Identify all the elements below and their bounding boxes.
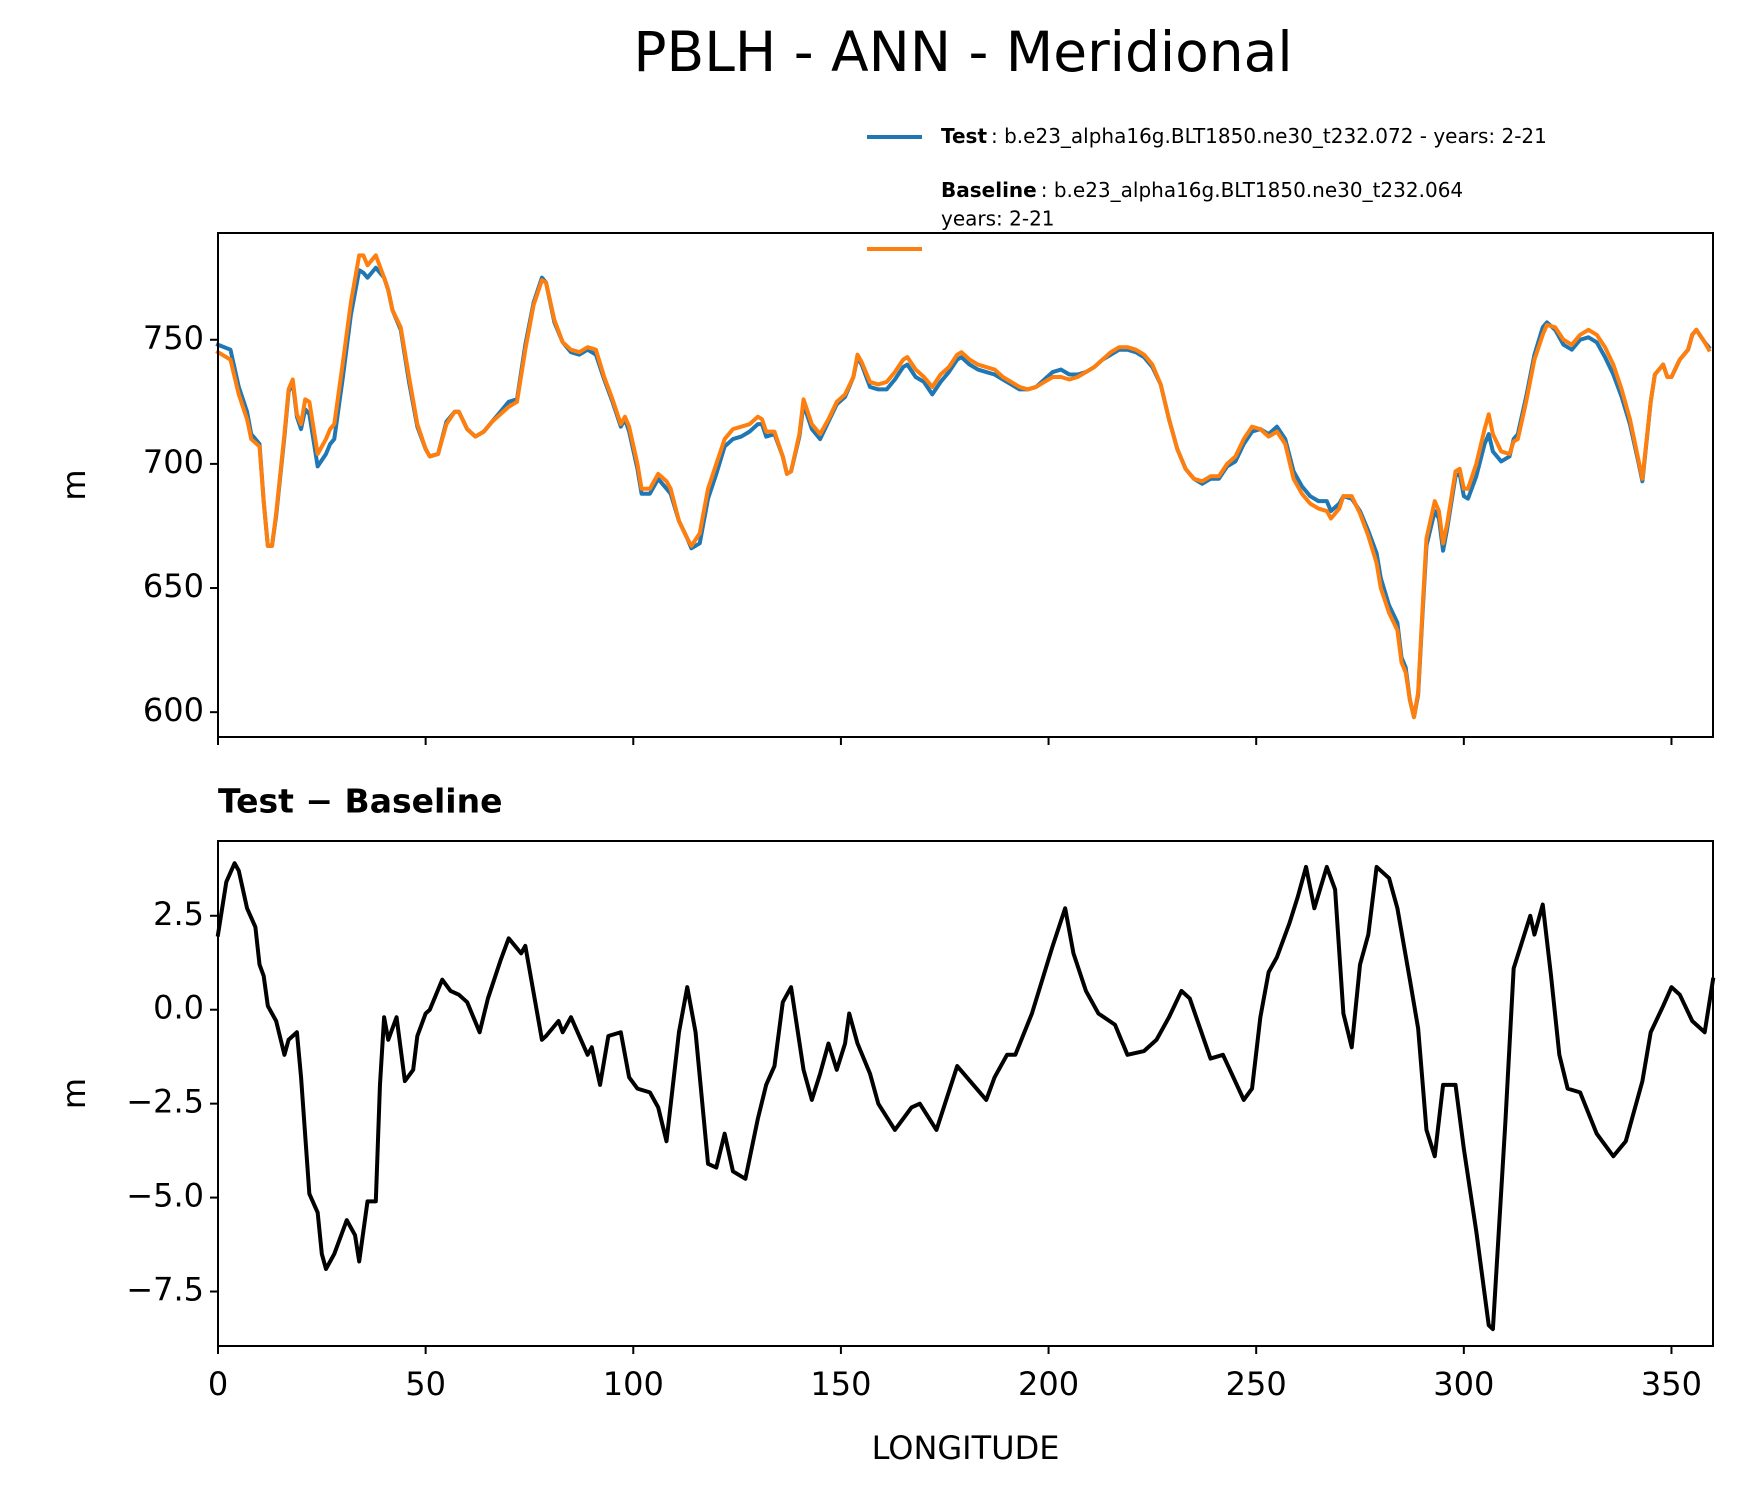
y-tick-label: 0.0 <box>153 989 204 1027</box>
y-tick-label: 750 <box>143 319 204 357</box>
y-tick-label: −5.0 <box>126 1177 204 1215</box>
chart-title: Test − Baseline <box>218 782 503 821</box>
chart-title: PBLH - ANN - Meridional <box>633 20 1292 84</box>
legend-label: Baseline: b.e23_alpha16g.BLT1850.ne30_t2… <box>941 178 1463 202</box>
x-tick-label: 100 <box>603 1365 664 1403</box>
y-axis-label: m <box>55 1078 93 1109</box>
x-tick-label: 200 <box>1018 1365 1079 1403</box>
legend-name: Test <box>941 124 987 148</box>
x-tick-label: 150 <box>810 1365 871 1403</box>
y-tick-label: −2.5 <box>126 1083 204 1121</box>
legend-label-line: years: 2-21 <box>941 207 1055 231</box>
x-tick-label: 50 <box>405 1365 446 1403</box>
data-line <box>215 253 1712 720</box>
y-tick-label: 650 <box>143 567 204 605</box>
y-tick-label: 2.5 <box>153 895 204 933</box>
y-tick-label: 600 <box>143 691 204 729</box>
legend: Test: b.e23_alpha16g.BLT1850.ne30_t232.0… <box>867 124 1547 251</box>
legend-description: : b.e23_alpha16g.BLT1850.ne30_t232.064 <box>1041 178 1463 202</box>
x-tick-label: 250 <box>1226 1365 1287 1403</box>
y-axis-label: m <box>55 469 93 500</box>
y-tick-label: −7.5 <box>126 1271 204 1309</box>
x-tick-label: 300 <box>1433 1365 1494 1403</box>
x-axis-label: LONGITUDE <box>872 1429 1060 1467</box>
legend-label: Test: b.e23_alpha16g.BLT1850.ne30_t232.0… <box>941 124 1547 148</box>
plot-frame <box>217 840 1714 1347</box>
plot-frame <box>217 232 1714 738</box>
x-tick-label: 0 <box>208 1365 228 1403</box>
legend-name: Baseline <box>941 178 1037 202</box>
y-tick-label: 700 <box>143 443 204 481</box>
data-line <box>215 861 1716 1332</box>
legend-description: : b.e23_alpha16g.BLT1850.ne30_t232.072 -… <box>991 124 1547 148</box>
x-tick-label: 350 <box>1641 1365 1702 1403</box>
